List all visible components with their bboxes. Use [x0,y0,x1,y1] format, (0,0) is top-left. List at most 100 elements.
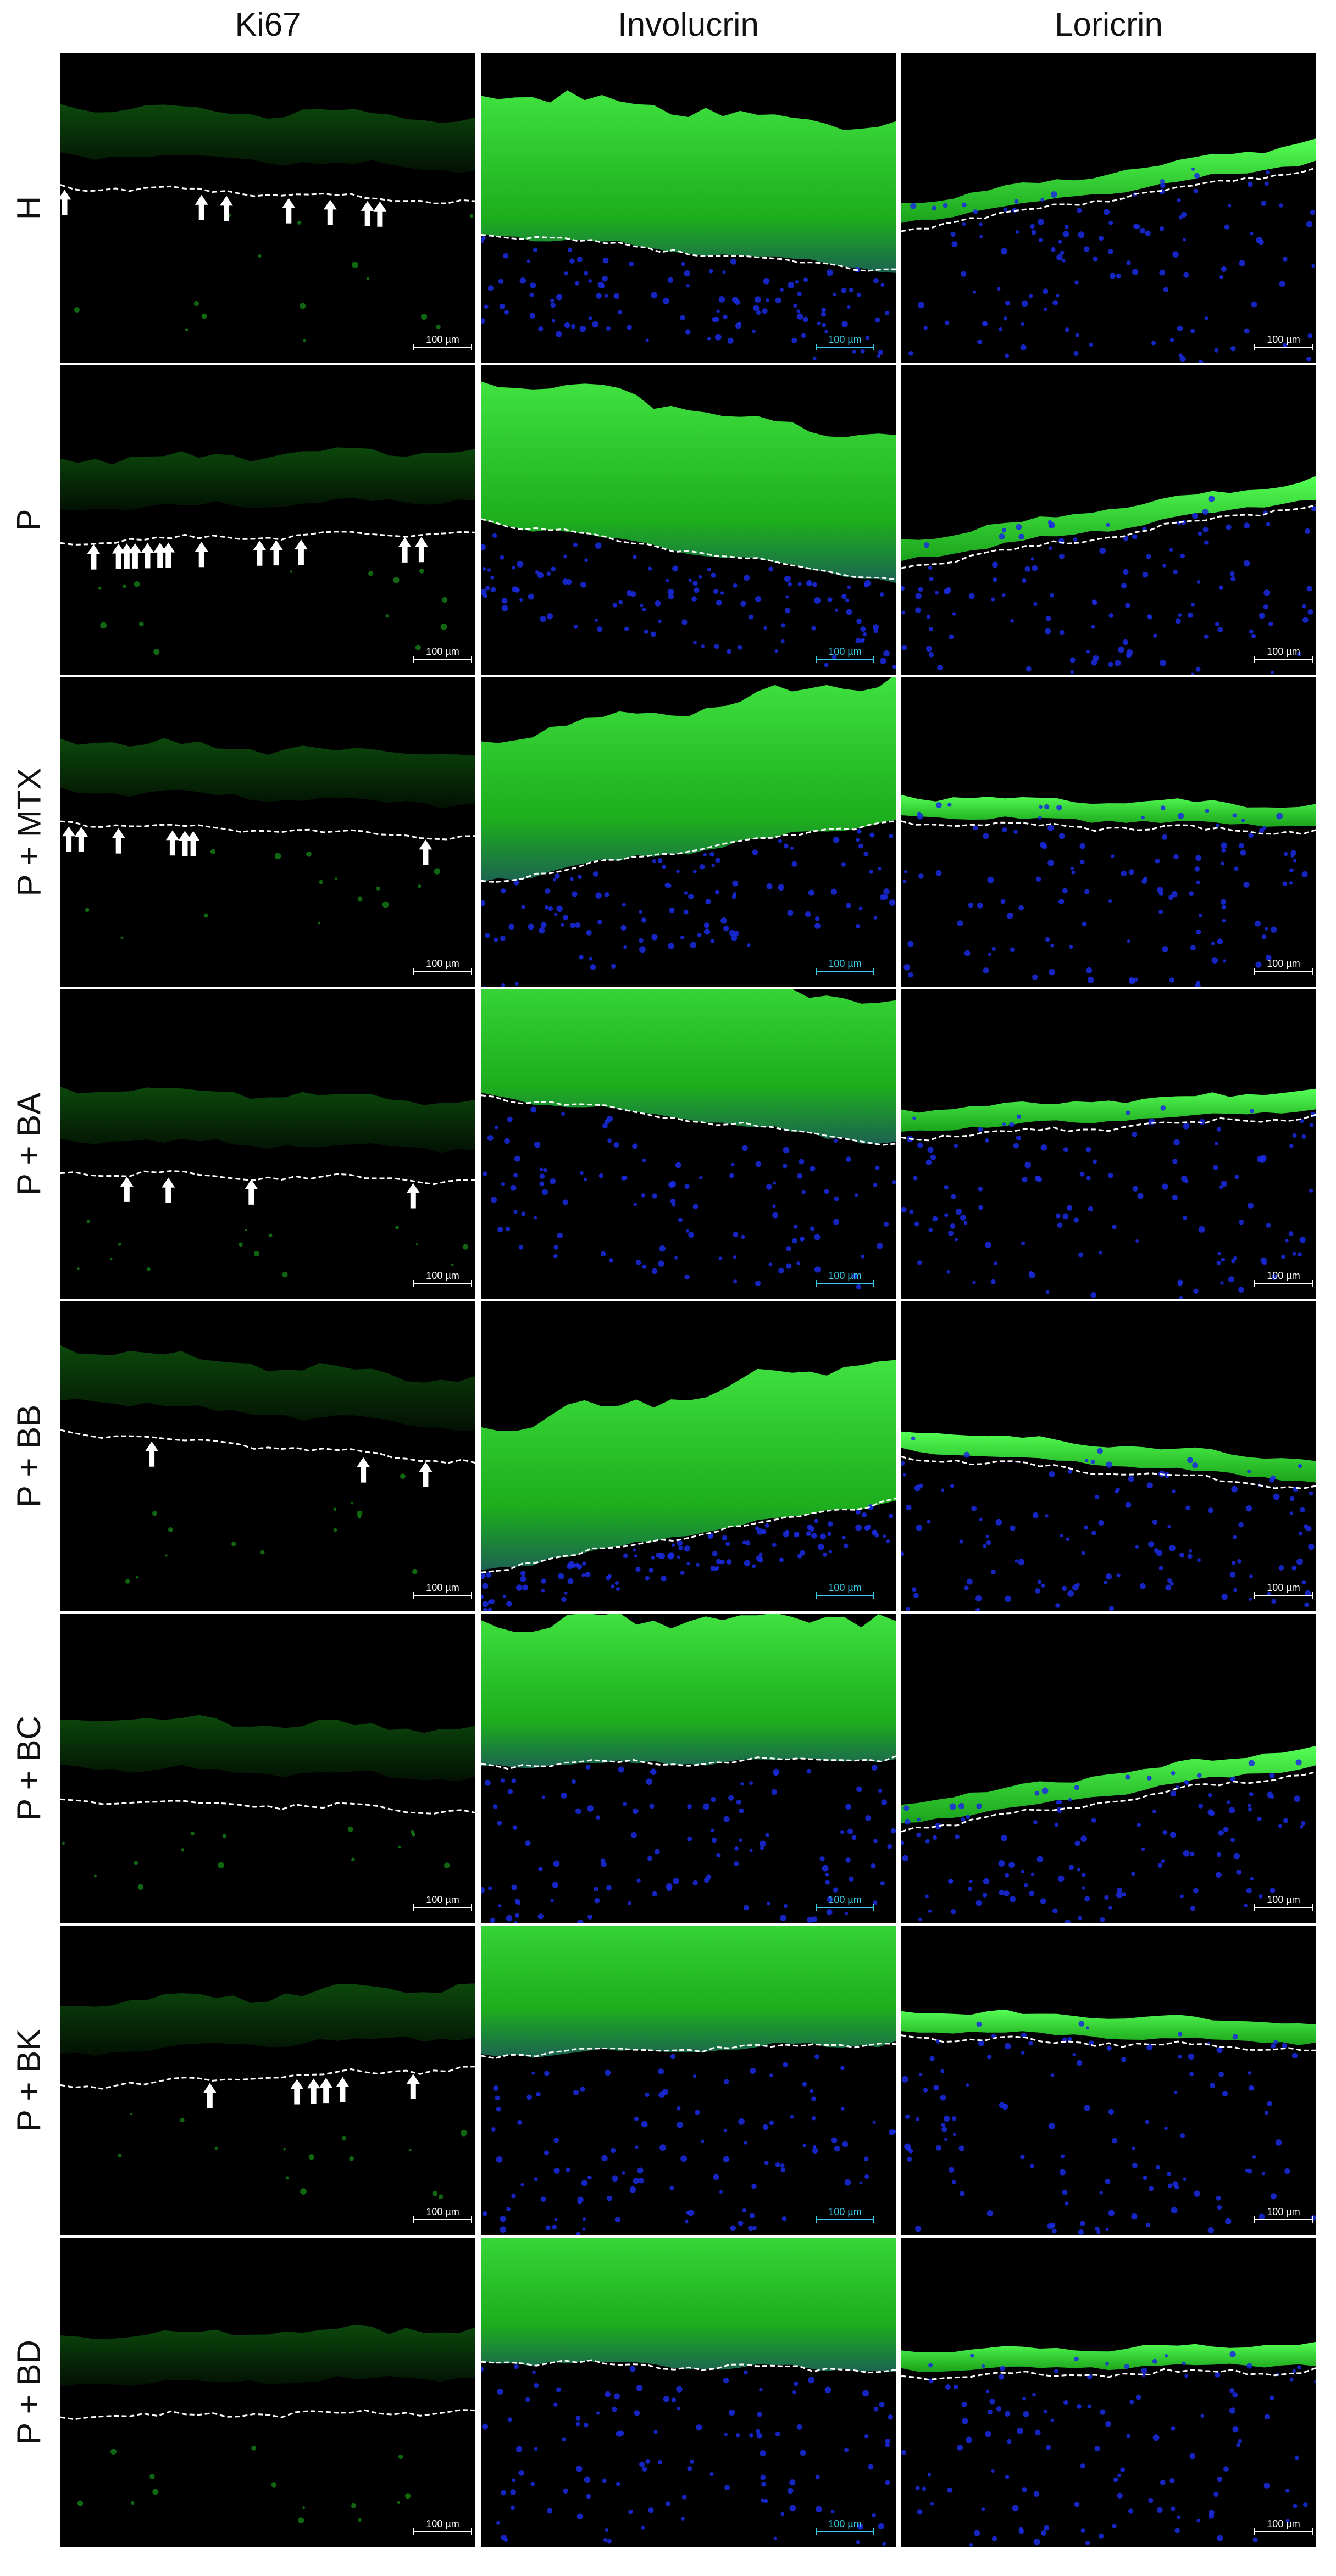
nucleus [649,1804,655,1809]
nucleus [1169,1545,1176,1551]
nucleus [535,570,540,575]
nucleus [501,983,505,987]
nucleus [735,2433,740,2438]
ki67-speck [382,901,389,908]
nucleus [889,2129,895,2135]
nucleus [563,2488,568,2494]
nucleus [603,2538,608,2542]
basement-membrane-line [481,2359,896,2374]
nucleus [769,2120,774,2126]
scale-bar: 100 µm [816,646,874,663]
nucleus [906,1504,912,1511]
nucleus [1218,585,1224,590]
nucleus [521,905,525,909]
nucleus [1270,1795,1274,1799]
nucleus [986,2210,993,2217]
nucleus [824,663,829,667]
nucleus [706,1874,712,1880]
nucleus [1127,939,1130,943]
proliferation-arrow [128,543,142,569]
nucleus [1216,1261,1221,1266]
nucleus [1032,974,1038,980]
nucleus [1244,328,1250,334]
nucleus [1142,571,1149,578]
nucleus [947,2487,953,2493]
nucleus [765,1833,769,1837]
ki67-speck [131,2501,135,2505]
nucleus [538,326,544,332]
nucleus [1128,1476,1134,1482]
nucleus [737,321,741,326]
nucleus [882,2542,886,2546]
nucleus [741,1234,745,1239]
nucleus [514,1913,520,1918]
nucleus [726,1559,732,1565]
scale-bar-label: 100 µm [828,2518,861,2529]
nucleus [1110,272,1116,279]
nucleus [517,560,524,568]
nucleus [885,310,890,315]
panel-background [60,2238,475,2547]
nucleus [1232,1561,1236,1565]
nucleus [1215,2372,1221,2378]
panel-ki67-p-bd: 100 µm [60,2238,475,2547]
nucleus [1093,655,1099,662]
nucleus [935,1823,942,1829]
nucleus [720,1559,725,1565]
nucleus [586,930,592,936]
basement-membrane-line [481,1755,896,1770]
nucleus [1079,859,1085,865]
nucleus [709,852,715,857]
nucleus [687,1836,692,1841]
nucleus [500,936,506,941]
nucleus [703,1803,710,1810]
ki67-speck [210,849,216,854]
nucleus [811,1916,818,1923]
nucleus [1068,1469,1073,1474]
nucleus [576,1564,583,1570]
nucleus [1232,2392,1238,2398]
nucleus [707,337,711,341]
nucleus [1001,1834,1008,1841]
nucleus [618,310,623,315]
nucleus [1231,1259,1236,1264]
nucleus [1302,617,1309,623]
nucleus [802,2144,807,2148]
nucleus [605,2391,611,2397]
epidermis-band [60,738,475,809]
nucleus [810,1226,815,1231]
nucleus [1282,343,1288,348]
nucleus [1177,198,1181,203]
nucleus [1223,2466,1229,2472]
nucleus [1178,215,1183,220]
nucleus [1249,1792,1254,1797]
nucleus [600,1251,606,1257]
nucleus [586,2494,591,2499]
nucleus [581,2179,588,2186]
nucleus [730,2225,736,2232]
nucleus [696,2424,702,2431]
nucleus [1293,2503,1298,2508]
nucleus [817,1543,824,1550]
nucleus [1030,557,1034,561]
nucleus [1198,360,1204,363]
nucleus [604,294,608,298]
nucleus [755,1281,761,1287]
nucleus [828,1549,833,1554]
nucleus [1125,603,1130,608]
nucleus [904,1818,911,1825]
nucleus [658,619,662,624]
nucleus [925,1159,932,1166]
nucleus [774,649,778,653]
nucleus [642,1264,647,1269]
nucleus [685,329,691,335]
nucleus [1029,1890,1035,1896]
nucleus [1121,2057,1127,2062]
scale-bar: 100 µm [816,1894,874,1911]
nucleus [525,1840,531,1846]
nucleus [943,2116,950,2122]
nucleus [1059,2169,1066,2176]
nucleus [680,315,685,321]
nucleus [723,2128,727,2133]
nucleus [1259,613,1265,619]
